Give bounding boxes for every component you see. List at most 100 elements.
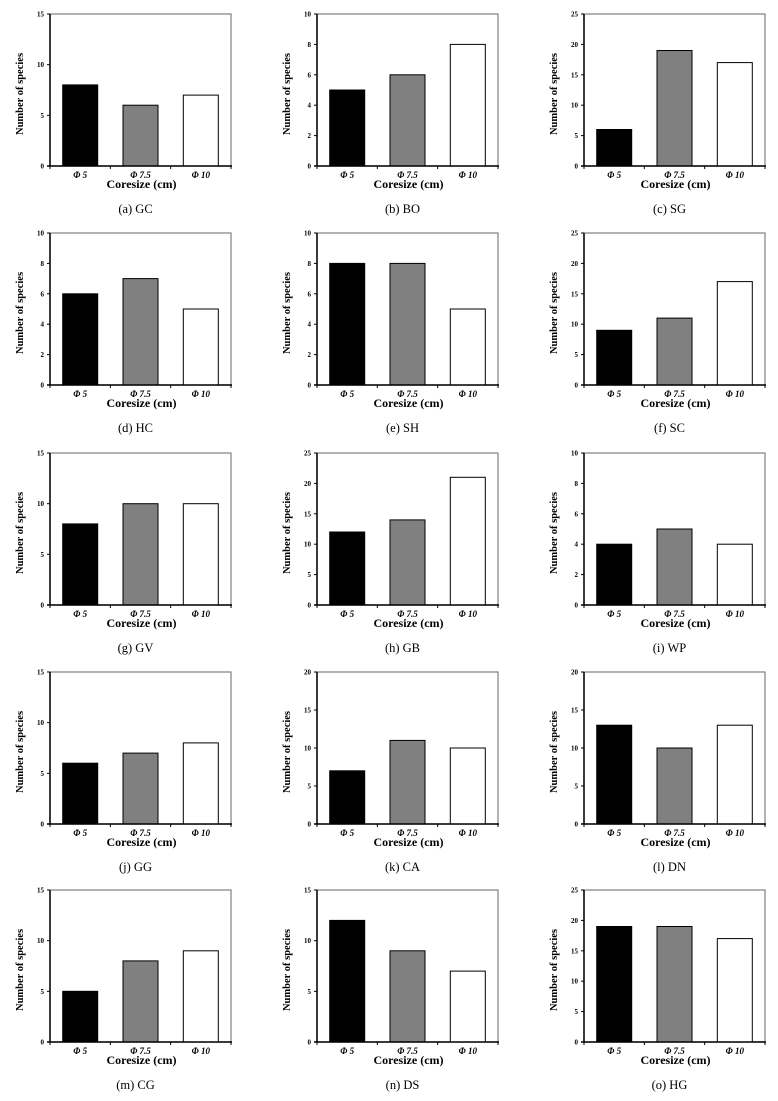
x-tick-label: Φ 5	[73, 828, 87, 838]
y-tick-label: 15	[571, 290, 579, 298]
y-tick-label: 10	[304, 745, 312, 753]
x-tick-label: Φ 5	[607, 828, 621, 838]
y-axis-label: Number of species	[549, 929, 560, 1011]
chart-panel-gb: 0 5 10 15 20 25 Φ 5 Φ 7.5 Φ 10 Coresize (cm) Numbe…	[282, 450, 499, 655]
bar-2	[122, 752, 159, 825]
panel-caption: (h) GB	[385, 641, 420, 655]
chart-panel-ds: 0 5 10 15 Φ 5 Φ 7.5 Φ 10 Coresize (cm) Number of…	[282, 887, 499, 1092]
bar-2	[389, 739, 426, 825]
panel-caption: (d) HC	[118, 421, 153, 435]
y-tick-label: 10	[571, 978, 579, 986]
y-tick-label: 4	[575, 541, 579, 549]
x-tick-label: Φ 10	[459, 1046, 478, 1056]
y-tick-label: 10	[37, 937, 45, 945]
bar-3	[449, 476, 486, 606]
bar-3	[449, 43, 486, 167]
y-tick-label: 2	[308, 351, 312, 359]
x-tick-label: Φ 10	[726, 828, 745, 838]
bar-2	[122, 503, 159, 606]
y-tick-label: 5	[41, 551, 45, 559]
y-tick-label: 5	[41, 112, 45, 120]
y-tick-label: 20	[304, 669, 312, 677]
x-axis-label: Coresize (cm)	[106, 616, 176, 630]
chart-panel-wp: 0 2 4 6 8 10 Φ 5 Φ 7.5 Φ 10 Coresize (cm) Number o…	[549, 450, 766, 655]
y-tick-label: 20	[304, 480, 312, 488]
y-axis-label: Number of species	[15, 711, 26, 793]
panel-caption: (e) SH	[386, 421, 419, 435]
x-tick-label: Φ 7.5	[130, 609, 151, 619]
y-axis-label: Number of species	[15, 272, 26, 354]
x-tick-label: Φ 5	[607, 609, 621, 619]
bar-1	[62, 84, 99, 167]
bar-2	[389, 519, 426, 606]
y-tick-label: 0	[41, 602, 45, 610]
x-tick-label: Φ 7.5	[664, 828, 685, 838]
y-tick-label: 0	[575, 163, 579, 171]
x-tick-label: Φ 7.5	[664, 1046, 685, 1056]
chart-panel-hg: 0 5 10 15 20 25 Φ 5 Φ 7.5 Φ 10 Coresize (cm) Numbe…	[549, 887, 766, 1092]
y-axis-label: Number of species	[549, 272, 560, 354]
x-tick-label: Φ 10	[192, 389, 211, 399]
x-tick-label: Φ 5	[73, 1046, 87, 1056]
bar-1	[62, 293, 99, 386]
y-tick-label: 20	[571, 669, 579, 677]
bar-2	[656, 528, 693, 606]
x-axis-label: Coresize (cm)	[373, 177, 443, 191]
x-tick-label: Φ 5	[73, 609, 87, 619]
x-axis-label: Coresize (cm)	[640, 177, 710, 191]
x-tick-label: Φ 5	[340, 609, 354, 619]
y-tick-label: 5	[575, 132, 579, 140]
y-tick-label: 10	[37, 61, 45, 69]
panel-caption: (l) DN	[653, 860, 686, 874]
bar-3	[716, 281, 753, 386]
y-tick-label: 10	[571, 102, 579, 110]
x-axis-label: Coresize (cm)	[106, 1053, 176, 1067]
bar-2	[389, 74, 426, 167]
bar-1	[62, 990, 99, 1043]
bar-1	[329, 89, 366, 167]
y-tick-label: 15	[37, 887, 45, 895]
y-axis-label: Number of species	[282, 929, 293, 1011]
y-axis-label: Number of species	[282, 272, 293, 354]
y-tick-label: 10	[571, 450, 579, 458]
y-axis-label: Number of species	[282, 492, 293, 574]
x-tick-label: Φ 5	[340, 389, 354, 399]
y-tick-label: 0	[575, 382, 579, 390]
x-tick-label: Φ 5	[340, 1046, 354, 1056]
bar-2	[122, 278, 159, 386]
bar-3	[716, 543, 753, 606]
panel-caption: (a) GC	[118, 202, 152, 216]
y-tick-label: 10	[304, 11, 312, 19]
y-tick-label: 0	[41, 821, 45, 829]
y-axis-label: Number of species	[15, 53, 26, 135]
x-tick-label: Φ 5	[607, 1046, 621, 1056]
y-tick-label: 0	[308, 602, 312, 610]
x-tick-label: Φ 7.5	[664, 389, 685, 399]
y-tick-label: 2	[575, 571, 579, 579]
y-tick-label: 8	[41, 260, 45, 268]
y-tick-label: 10	[304, 230, 312, 238]
y-tick-label: 5	[308, 988, 312, 996]
x-axis-label: Coresize (cm)	[106, 396, 176, 410]
x-tick-label: Φ 5	[73, 389, 87, 399]
x-tick-label: Φ 7.5	[397, 389, 418, 399]
panel-caption: (m) CG	[116, 1078, 155, 1092]
y-tick-label: 25	[304, 450, 312, 458]
bar-2	[656, 747, 693, 825]
panel-caption: (c) SG	[653, 202, 686, 216]
x-tick-label: Φ 10	[726, 389, 745, 399]
y-tick-label: 5	[308, 783, 312, 791]
x-axis-label: Coresize (cm)	[373, 835, 443, 849]
y-axis-label: Number of species	[15, 929, 26, 1011]
x-axis-label: Coresize (cm)	[640, 396, 710, 410]
chart-panel-sc: 0 5 10 15 20 25 Φ 5 Φ 7.5 Φ 10 Coresize (cm) Numbe…	[549, 230, 766, 435]
x-tick-label: Φ 5	[340, 828, 354, 838]
bar-1	[329, 770, 366, 825]
y-axis-label: Number of species	[282, 711, 293, 793]
y-tick-label: 15	[304, 707, 312, 715]
chart-panel-gg: 0 5 10 15 Φ 5 Φ 7.5 Φ 10 Coresize (cm) Number of…	[15, 669, 232, 874]
panel-caption: (b) BO	[385, 202, 420, 216]
x-tick-label: Φ 7.5	[397, 609, 418, 619]
x-tick-label: Φ 10	[192, 609, 211, 619]
x-axis-label: Coresize (cm)	[373, 1053, 443, 1067]
